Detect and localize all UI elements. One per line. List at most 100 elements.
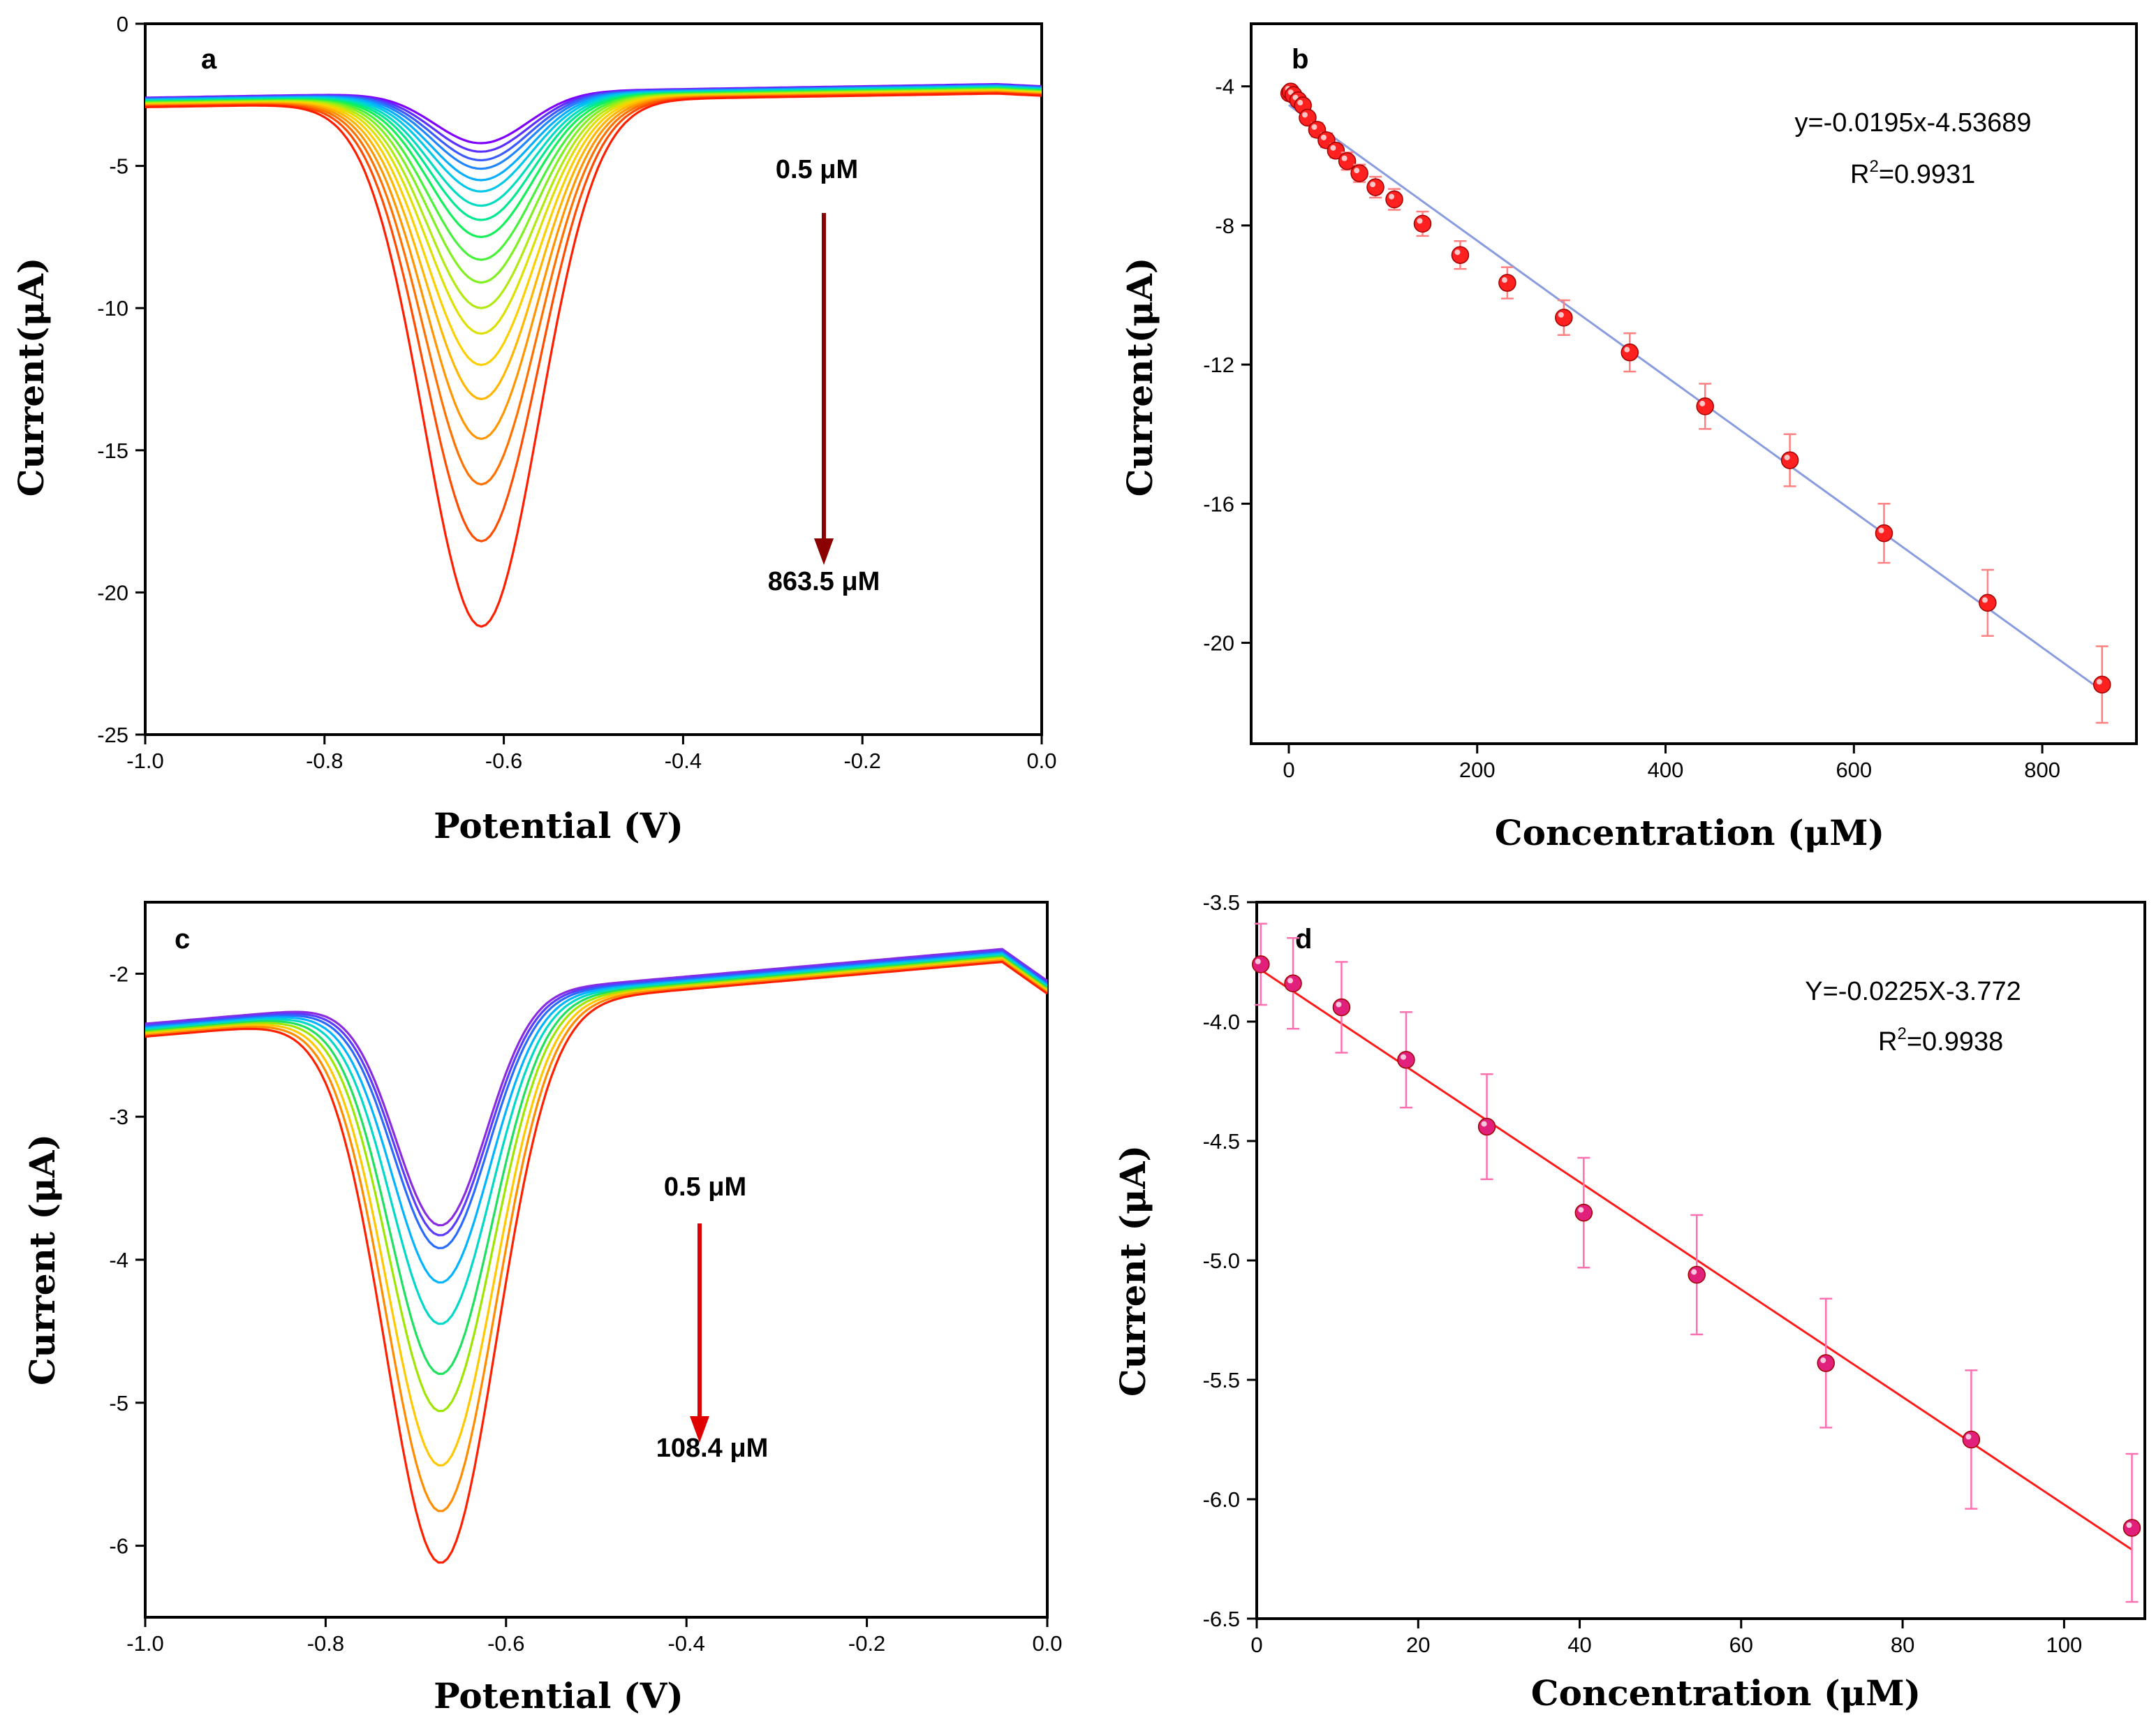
data-point-highlight [1878,527,1884,533]
data-point-highlight [1320,134,1327,140]
y-tick-label: -4.0 [1203,1010,1240,1034]
x-tick-label: -0.2 [848,1631,885,1656]
data-point [1696,397,1714,415]
annotation-start: 0.5 μM [776,155,858,184]
x-tick-label: 0.0 [1026,749,1056,773]
data-point [1498,274,1516,292]
x-tick-label: -0.8 [307,1631,344,1656]
panel-d: 0 20 40 60 80 100 -3.5 -4.0 -4.5 -5.0 -5.5 -6.0 -6.5… [1112,890,2146,1714]
data-point [1780,451,1799,469]
data-point-highlight [1965,1434,1972,1440]
x-tick-label: 100 [2046,1633,2082,1657]
data-point [1284,974,1302,993]
data-point [1979,594,1997,612]
x-tick-label: -1.0 [126,1631,163,1656]
data-point-highlight [1417,218,1423,224]
data-point-highlight [1292,94,1299,101]
x-tick-label: -0.2 [843,749,880,773]
data-point-highlight [1558,311,1564,318]
y-tick-label: -4 [109,1248,128,1272]
data-point [1875,524,1893,543]
y-axis-label: Current(μA) [10,258,52,497]
data-point-highlight [1311,124,1317,130]
data-point-highlight [1287,89,1294,96]
fit-equation: Y=-0.0225X-3.772 [1805,977,2021,1006]
data-point-highlight [1481,1121,1487,1127]
data-point-highlight [1699,400,1706,406]
data-point-highlight [1297,100,1304,106]
data-point-highlight [1784,455,1790,461]
x-axis-label: Potential (V) [434,805,684,846]
data-point [2122,1519,2141,1537]
plot-frame [144,22,1043,736]
data-point-highlight [1820,1357,1826,1364]
x-tick-label: 800 [2024,758,2060,782]
x-tick-label: 200 [1459,758,1496,782]
panel-letter: d [1295,924,1312,955]
data-point-highlight [1578,1207,1584,1213]
x-axis-label: Potential (V) [434,1675,684,1716]
series-line [145,949,1048,1237]
data-point-highlight [1336,1001,1342,1008]
data-point [1555,309,1573,327]
r2-exponent: 2 [1869,157,1878,176]
data-point [1477,1117,1496,1136]
series-line [145,959,1048,1513]
series-line [145,92,1042,628]
x-tick-label: 20 [1406,1633,1430,1657]
data-point [1350,164,1368,182]
x-tick-label: 60 [1729,1633,1753,1657]
y-tick-label: -16 [1203,492,1234,516]
fit-line [1288,104,2103,692]
data-point [1620,343,1639,362]
series-line [145,948,1048,1227]
data-point [1574,1203,1593,1222]
data-point-highlight [1341,155,1348,161]
data-point [1413,214,1432,233]
data-point [1397,1050,1415,1069]
y-tick-label: -5.0 [1203,1249,1240,1273]
y-axis-label: Current (μA) [22,1134,63,1385]
x-tick-label: 0 [1283,758,1294,782]
fit-equation: y=-0.0195x-4.53689 [1794,108,2031,138]
y-tick-label: -5 [109,1391,128,1415]
series-line [145,955,1048,1376]
data-point-highlight [1691,1269,1697,1275]
x-tick-label: -1.0 [126,749,163,773]
x-tick-label: 0 [1250,1633,1262,1657]
panel-a: -1.0 -0.8 -0.6 -0.4 -0.2 0.0 0 -5 -10 -15 -20 -25 a P… [10,12,1057,846]
y-tick-label: -6 [109,1534,128,1559]
y-tick-label: -3.5 [1203,890,1240,915]
data-point [2093,675,2111,694]
y-tick-label: -15 [97,439,128,463]
data-point [1451,246,1470,264]
annotation-start: 0.5 μM [664,1172,746,1202]
x-tick-label: -0.4 [665,749,702,773]
arrow-head [814,538,834,565]
data-point-highlight [1501,277,1507,284]
x-tick-label: -0.6 [487,1631,524,1656]
series-line [145,956,1048,1413]
y-tick-label: -4.5 [1203,1129,1240,1154]
data-point [1332,998,1351,1017]
r2-value: =0.9931 [1879,160,1975,189]
r2-symbol: R [1878,1027,1897,1057]
r2-exponent: 2 [1897,1024,1906,1043]
y-tick-label: -4 [1215,75,1234,99]
y-tick-label: -6.5 [1203,1607,1240,1631]
y-axis-label: Current (μA) [1112,1145,1153,1397]
data-point-highlight [1287,978,1294,984]
series-line [145,957,1048,1467]
data-point [1366,178,1385,196]
data-point [1252,955,1270,973]
data-point [1338,152,1357,170]
panel-letter: a [201,44,217,75]
series-line [145,950,1048,1250]
r-squared: R2=0.9931 [1850,157,1975,189]
data-point [1385,190,1403,209]
y-tick-label: -10 [97,296,128,321]
y-tick-label: -5.5 [1203,1368,1240,1392]
y-tick-label: -5 [109,154,128,179]
y-tick-label: -8 [1215,214,1234,238]
data-point-highlight [2096,679,2102,685]
